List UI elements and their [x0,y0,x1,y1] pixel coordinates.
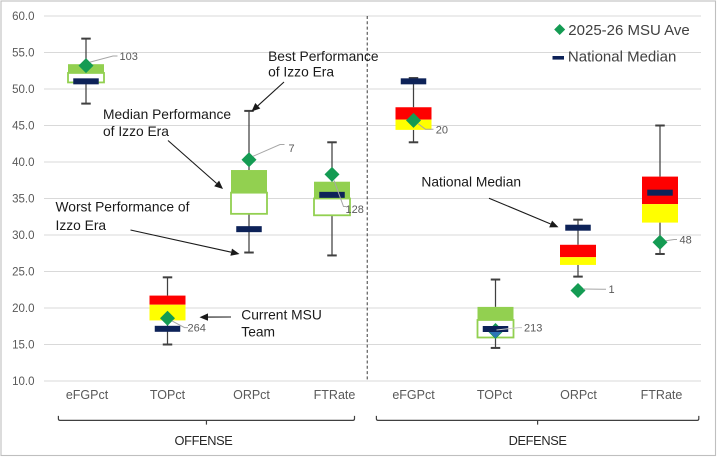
svg-text:TOPct: TOPct [477,388,513,402]
svg-text:55.0: 55.0 [12,47,34,59]
svg-text:264: 264 [188,323,206,335]
svg-text:213: 213 [524,323,542,335]
svg-text:10.0: 10.0 [12,376,34,388]
svg-text:Current MSU: Current MSU [241,308,321,323]
svg-text:OFFENSE: OFFENSE [175,433,233,448]
svg-text:Best Performance: Best Performance [268,49,379,64]
svg-text:35.0: 35.0 [12,193,34,205]
svg-text:DEFENSE: DEFENSE [509,433,567,448]
svg-text:20: 20 [436,125,448,137]
svg-text:25.0: 25.0 [12,266,34,278]
svg-text:eFGPct: eFGPct [392,388,435,402]
svg-text:15.0: 15.0 [12,339,34,351]
svg-text:128: 128 [346,204,364,216]
svg-text:60.0: 60.0 [12,11,34,23]
svg-text:103: 103 [120,51,138,63]
svg-text:45.0: 45.0 [12,120,34,132]
svg-text:ORPct: ORPct [233,388,270,402]
svg-text:Median Performance: Median Performance [103,107,231,122]
svg-text:40.0: 40.0 [12,157,34,169]
svg-text:7: 7 [289,143,295,155]
svg-text:eFGPct: eFGPct [66,388,109,402]
svg-text:50.0: 50.0 [12,84,34,96]
svg-text:Worst Performance of: Worst Performance of [56,200,190,215]
svg-text:National Median: National Median [421,174,521,189]
svg-text:48: 48 [680,234,692,246]
svg-text:of Izzo Era: of Izzo Era [268,64,334,79]
svg-text:2025-26 MSU Ave: 2025-26 MSU Ave [568,22,689,39]
svg-text:1: 1 [609,284,615,296]
svg-text:FTRate: FTRate [641,388,683,402]
svg-text:National Median: National Median [568,49,676,66]
svg-text:of Izzo Era: of Izzo Era [103,124,169,139]
svg-text:Team: Team [241,324,275,339]
svg-text:ORPct: ORPct [560,388,597,402]
svg-text:30.0: 30.0 [12,230,34,242]
svg-text:20.0: 20.0 [12,303,34,315]
svg-text:FTRate: FTRate [314,388,356,402]
svg-text:Izzo Era: Izzo Era [56,218,107,233]
svg-text:TOPct: TOPct [150,388,186,402]
